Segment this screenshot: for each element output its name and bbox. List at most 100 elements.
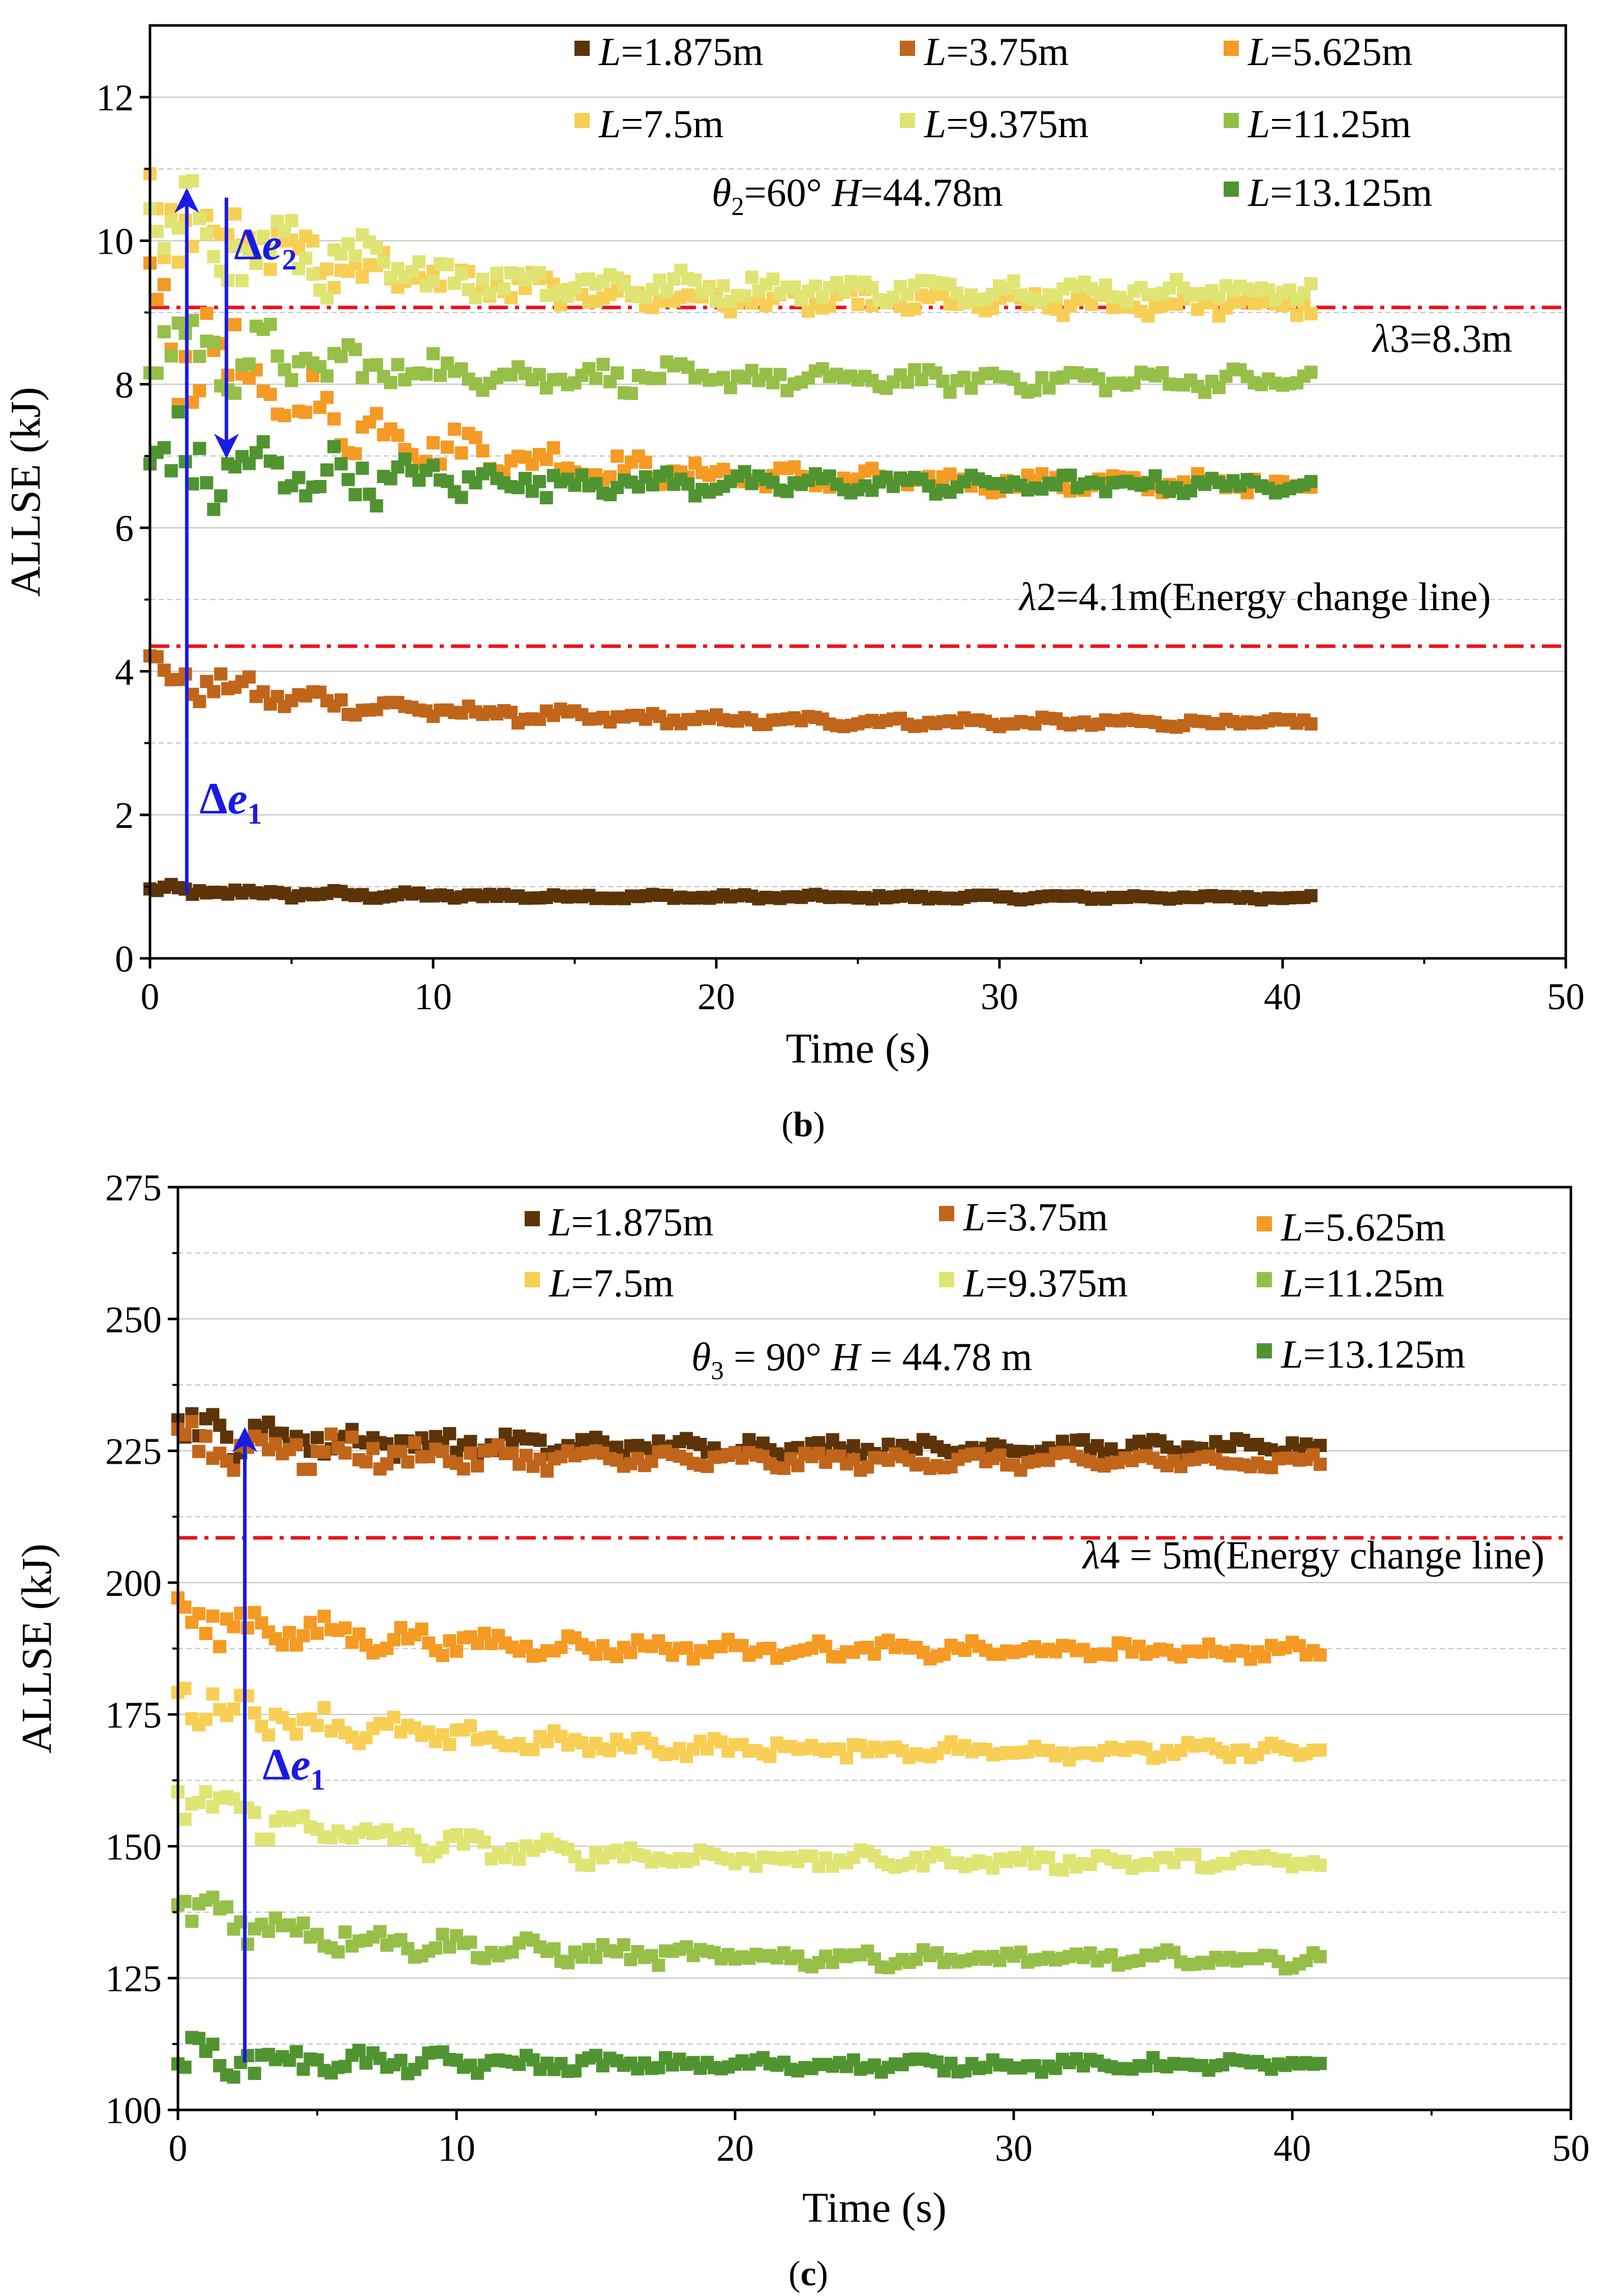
data-point [320, 390, 334, 404]
data-point [391, 429, 405, 442]
title-h-value: =44.78m [861, 170, 1003, 215]
data-point [464, 1446, 477, 1460]
panel-letter: b [794, 1105, 813, 1144]
x-axis-label: Time (s) [786, 1025, 930, 1072]
data-point [207, 502, 221, 516]
data-point [1304, 277, 1318, 291]
legend-marker [1257, 1216, 1272, 1231]
legend-value: =1.875m [621, 29, 763, 74]
data-point [738, 289, 751, 303]
legend-value: =7.5m [571, 1261, 674, 1305]
data-point [1007, 274, 1020, 288]
data-point [345, 1430, 359, 1444]
data-point [716, 279, 730, 293]
data-point [157, 441, 171, 455]
data-point [157, 241, 171, 255]
data-point [440, 258, 454, 271]
data-point [469, 291, 482, 305]
data-point [419, 368, 433, 381]
legend-value: =3.75m [985, 1195, 1108, 1239]
chart-panel-c: λ4 = 5m(Energy change line)1001251501752… [13, 1167, 1590, 2293]
data-point [380, 1457, 393, 1471]
data-point [249, 256, 263, 270]
legend-symbol: L [1281, 1205, 1303, 1249]
legend-marker [574, 113, 590, 128]
data-point [150, 225, 164, 238]
data-point [289, 1438, 303, 1452]
data-point [227, 1463, 240, 1477]
data-point [1304, 475, 1318, 489]
data-point [338, 2060, 352, 2073]
data-point [317, 1701, 331, 1714]
legend-symbol: L [963, 1261, 985, 1305]
legend-marker [1224, 113, 1239, 128]
data-point [370, 241, 383, 255]
data-point [394, 2053, 408, 2067]
title-h-value: = 44.78 m [860, 1335, 1033, 1379]
delta-symbol: Δ [263, 1740, 291, 1790]
data-point [178, 2060, 192, 2074]
legend-label: L=1.875m [598, 29, 764, 74]
data-point [412, 255, 426, 268]
series-L=9.375m [171, 1785, 1327, 1877]
data-point [596, 357, 610, 371]
data-point [1313, 1743, 1327, 1757]
data-point [436, 1649, 449, 1663]
data-point [327, 440, 341, 454]
data-point [1313, 1648, 1327, 1662]
data-point [443, 1940, 457, 1954]
data-point [193, 694, 206, 708]
data-point [317, 1610, 331, 1623]
data-point [617, 1938, 630, 1952]
data-point [185, 1415, 199, 1429]
y-tick-label: 100 [105, 2090, 162, 2132]
data-point [443, 1427, 457, 1440]
legend-value: =5.625m [1303, 1205, 1445, 1249]
data-point [178, 1428, 192, 1441]
data-point [157, 325, 171, 339]
data-point [505, 1446, 519, 1460]
data-point [763, 1749, 777, 1763]
data-point [242, 231, 256, 245]
data-point [464, 1719, 477, 1733]
data-point [362, 488, 376, 501]
data-point [263, 262, 277, 276]
data-point [320, 463, 334, 477]
title-theta: θ [712, 170, 731, 215]
legend-marker [525, 1272, 540, 1287]
data-point [688, 273, 702, 287]
legend-label: L=3.75m [924, 29, 1069, 74]
legend-marker [939, 1272, 954, 1287]
data-point [186, 174, 199, 188]
legend-label: L=7.5m [549, 1261, 674, 1305]
data-point [207, 685, 221, 699]
data-point [391, 358, 405, 372]
data-point [200, 227, 214, 240]
panel-label: (b) [781, 1105, 825, 1144]
data-point [263, 244, 277, 257]
x-tick-label: 40 [1264, 976, 1301, 1018]
delta-label: Δe1 [199, 774, 262, 830]
delta-e: e [291, 1740, 311, 1790]
legend-label: L=13.125m [1248, 170, 1433, 215]
data-point [338, 1446, 352, 1460]
data-point [652, 1958, 665, 1972]
data-point [1258, 1650, 1271, 1664]
data-point [540, 1464, 554, 1478]
data-point [348, 488, 362, 501]
data-point [401, 1455, 415, 1469]
data-point [283, 1626, 296, 1640]
data-point [427, 347, 440, 360]
data-point [680, 1641, 693, 1655]
data-point [653, 274, 666, 287]
data-point [398, 452, 412, 466]
data-point [327, 412, 341, 426]
data-point [299, 406, 313, 419]
data-point [193, 212, 206, 225]
data-point [532, 475, 546, 489]
legend-label: L=5.625m [1248, 29, 1413, 74]
energy-line-label: λ3=8.3m [1372, 316, 1512, 360]
data-point [681, 477, 695, 491]
data-point [429, 1941, 442, 1955]
data-point [193, 384, 206, 398]
